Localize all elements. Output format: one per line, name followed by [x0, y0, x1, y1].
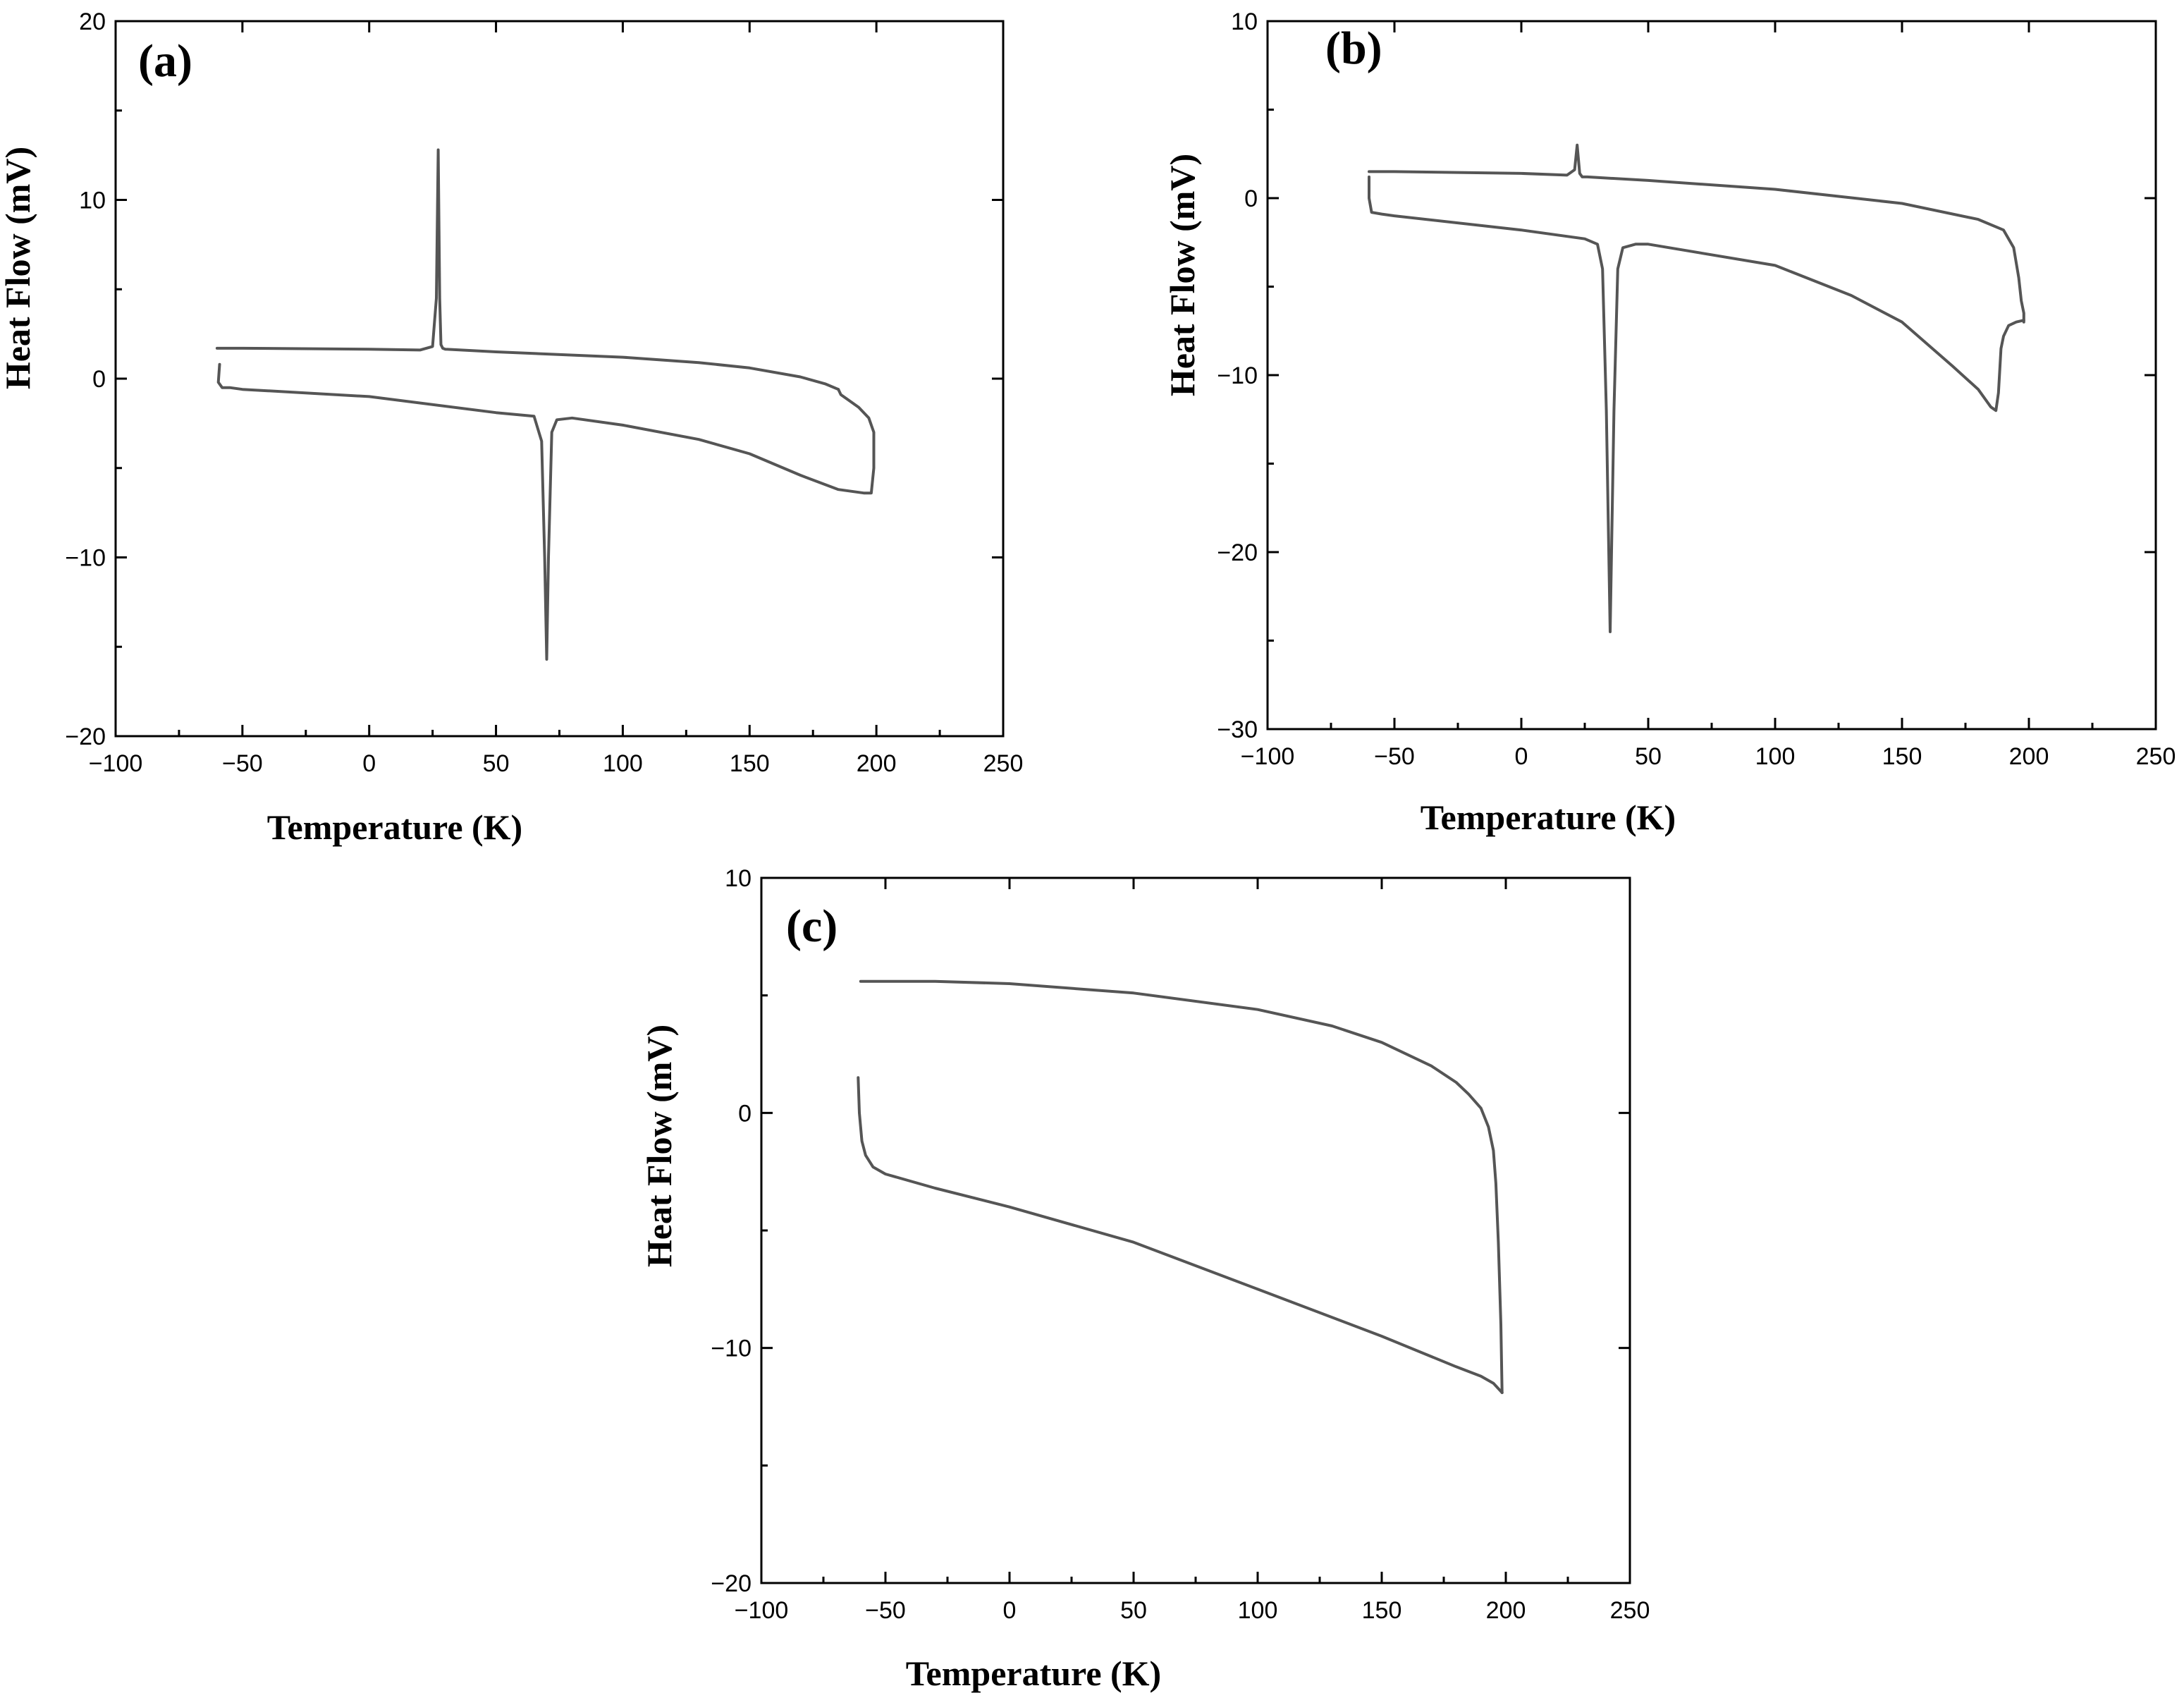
- y-tick-label: −20: [711, 1570, 751, 1597]
- y-tick-label: −10: [1217, 362, 1258, 389]
- series-line-cooling: [1368, 175, 2025, 633]
- x-tick-label: 50: [1635, 743, 1662, 770]
- x-tick-label: 100: [1238, 1597, 1278, 1624]
- plot-frame: [114, 20, 1005, 738]
- x-tick-label: 0: [1003, 1597, 1017, 1624]
- y-tick-label: −30: [1217, 716, 1258, 743]
- x-tick-label: 50: [1120, 1597, 1147, 1624]
- x-tick-label: −50: [865, 1597, 906, 1624]
- panel-label: (a): [138, 35, 192, 87]
- y-tick-label: −10: [65, 545, 106, 572]
- panel-b: −100 −50 0 50 100 150 200 250−30−20−10010Temper…: [1162, 8, 2176, 837]
- x-tick-label: 150: [730, 750, 770, 777]
- y-tick-label: 20: [79, 8, 106, 35]
- y-tick-label: −20: [1217, 539, 1258, 566]
- x-tick-label: 200: [1486, 1597, 1526, 1624]
- panel-c: −100 −50 0 50 100 150 200 250−20−10010Temperatu…: [639, 865, 1650, 1693]
- y-tick-label: 0: [1244, 185, 1258, 212]
- y-axis-title: Heat Flow (mV): [639, 1025, 679, 1267]
- series-line-cooling: [216, 362, 876, 661]
- x-tick-label: 150: [1362, 1597, 1402, 1624]
- x-tick-label: −100: [89, 750, 143, 777]
- x-tick-label: 50: [483, 750, 510, 777]
- y-tick-label: 0: [738, 1100, 751, 1127]
- y-tick-label: −10: [711, 1336, 751, 1362]
- series-line-heating: [215, 148, 840, 391]
- panel-label: (c): [786, 900, 838, 952]
- plot-frame: [760, 876, 1631, 1584]
- x-tick-label: 150: [1882, 743, 1922, 770]
- x-tick-label: 200: [2009, 743, 2049, 770]
- x-tick-label: −100: [735, 1597, 789, 1624]
- x-axis-title: Temperature (K): [1421, 798, 1676, 837]
- x-tick-label: 100: [603, 750, 643, 777]
- series-line-heating: [859, 979, 1504, 1394]
- x-tick-label: 200: [857, 750, 897, 777]
- y-axis-title: Heat Flow (mV): [1162, 154, 1202, 396]
- x-tick-label: −50: [1374, 743, 1415, 770]
- y-tick-label: 0: [92, 366, 106, 393]
- x-axis-title: Temperature (K): [906, 1654, 1161, 1693]
- x-tick-label: 250: [1610, 1597, 1650, 1624]
- x-tick-label: 100: [1755, 743, 1796, 770]
- x-tick-label: −50: [222, 750, 263, 777]
- y-tick-label: 10: [79, 188, 106, 214]
- series-line-heating: [1368, 143, 2025, 324]
- y-tick-label: 10: [1231, 8, 1258, 35]
- series-line-cooling: [857, 1076, 1504, 1394]
- y-tick-label: 10: [725, 865, 751, 892]
- panel-label: (b): [1325, 23, 1382, 74]
- x-tick-label: −100: [1241, 743, 1295, 770]
- x-tick-label: 0: [1515, 743, 1528, 770]
- y-axis-title: Heat Flow (mV): [0, 147, 37, 389]
- x-tick-label: 0: [362, 750, 376, 777]
- x-tick-label: 250: [2136, 743, 2176, 770]
- y-tick-label: −20: [65, 723, 106, 750]
- x-tick-label: 250: [983, 750, 1024, 777]
- x-axis-title: Temperature (K): [267, 807, 522, 847]
- plot-frame: [1266, 20, 2157, 731]
- panel-a: −100 −50 0 50 100 150 200 250−20−1001020Tempera…: [0, 8, 1023, 847]
